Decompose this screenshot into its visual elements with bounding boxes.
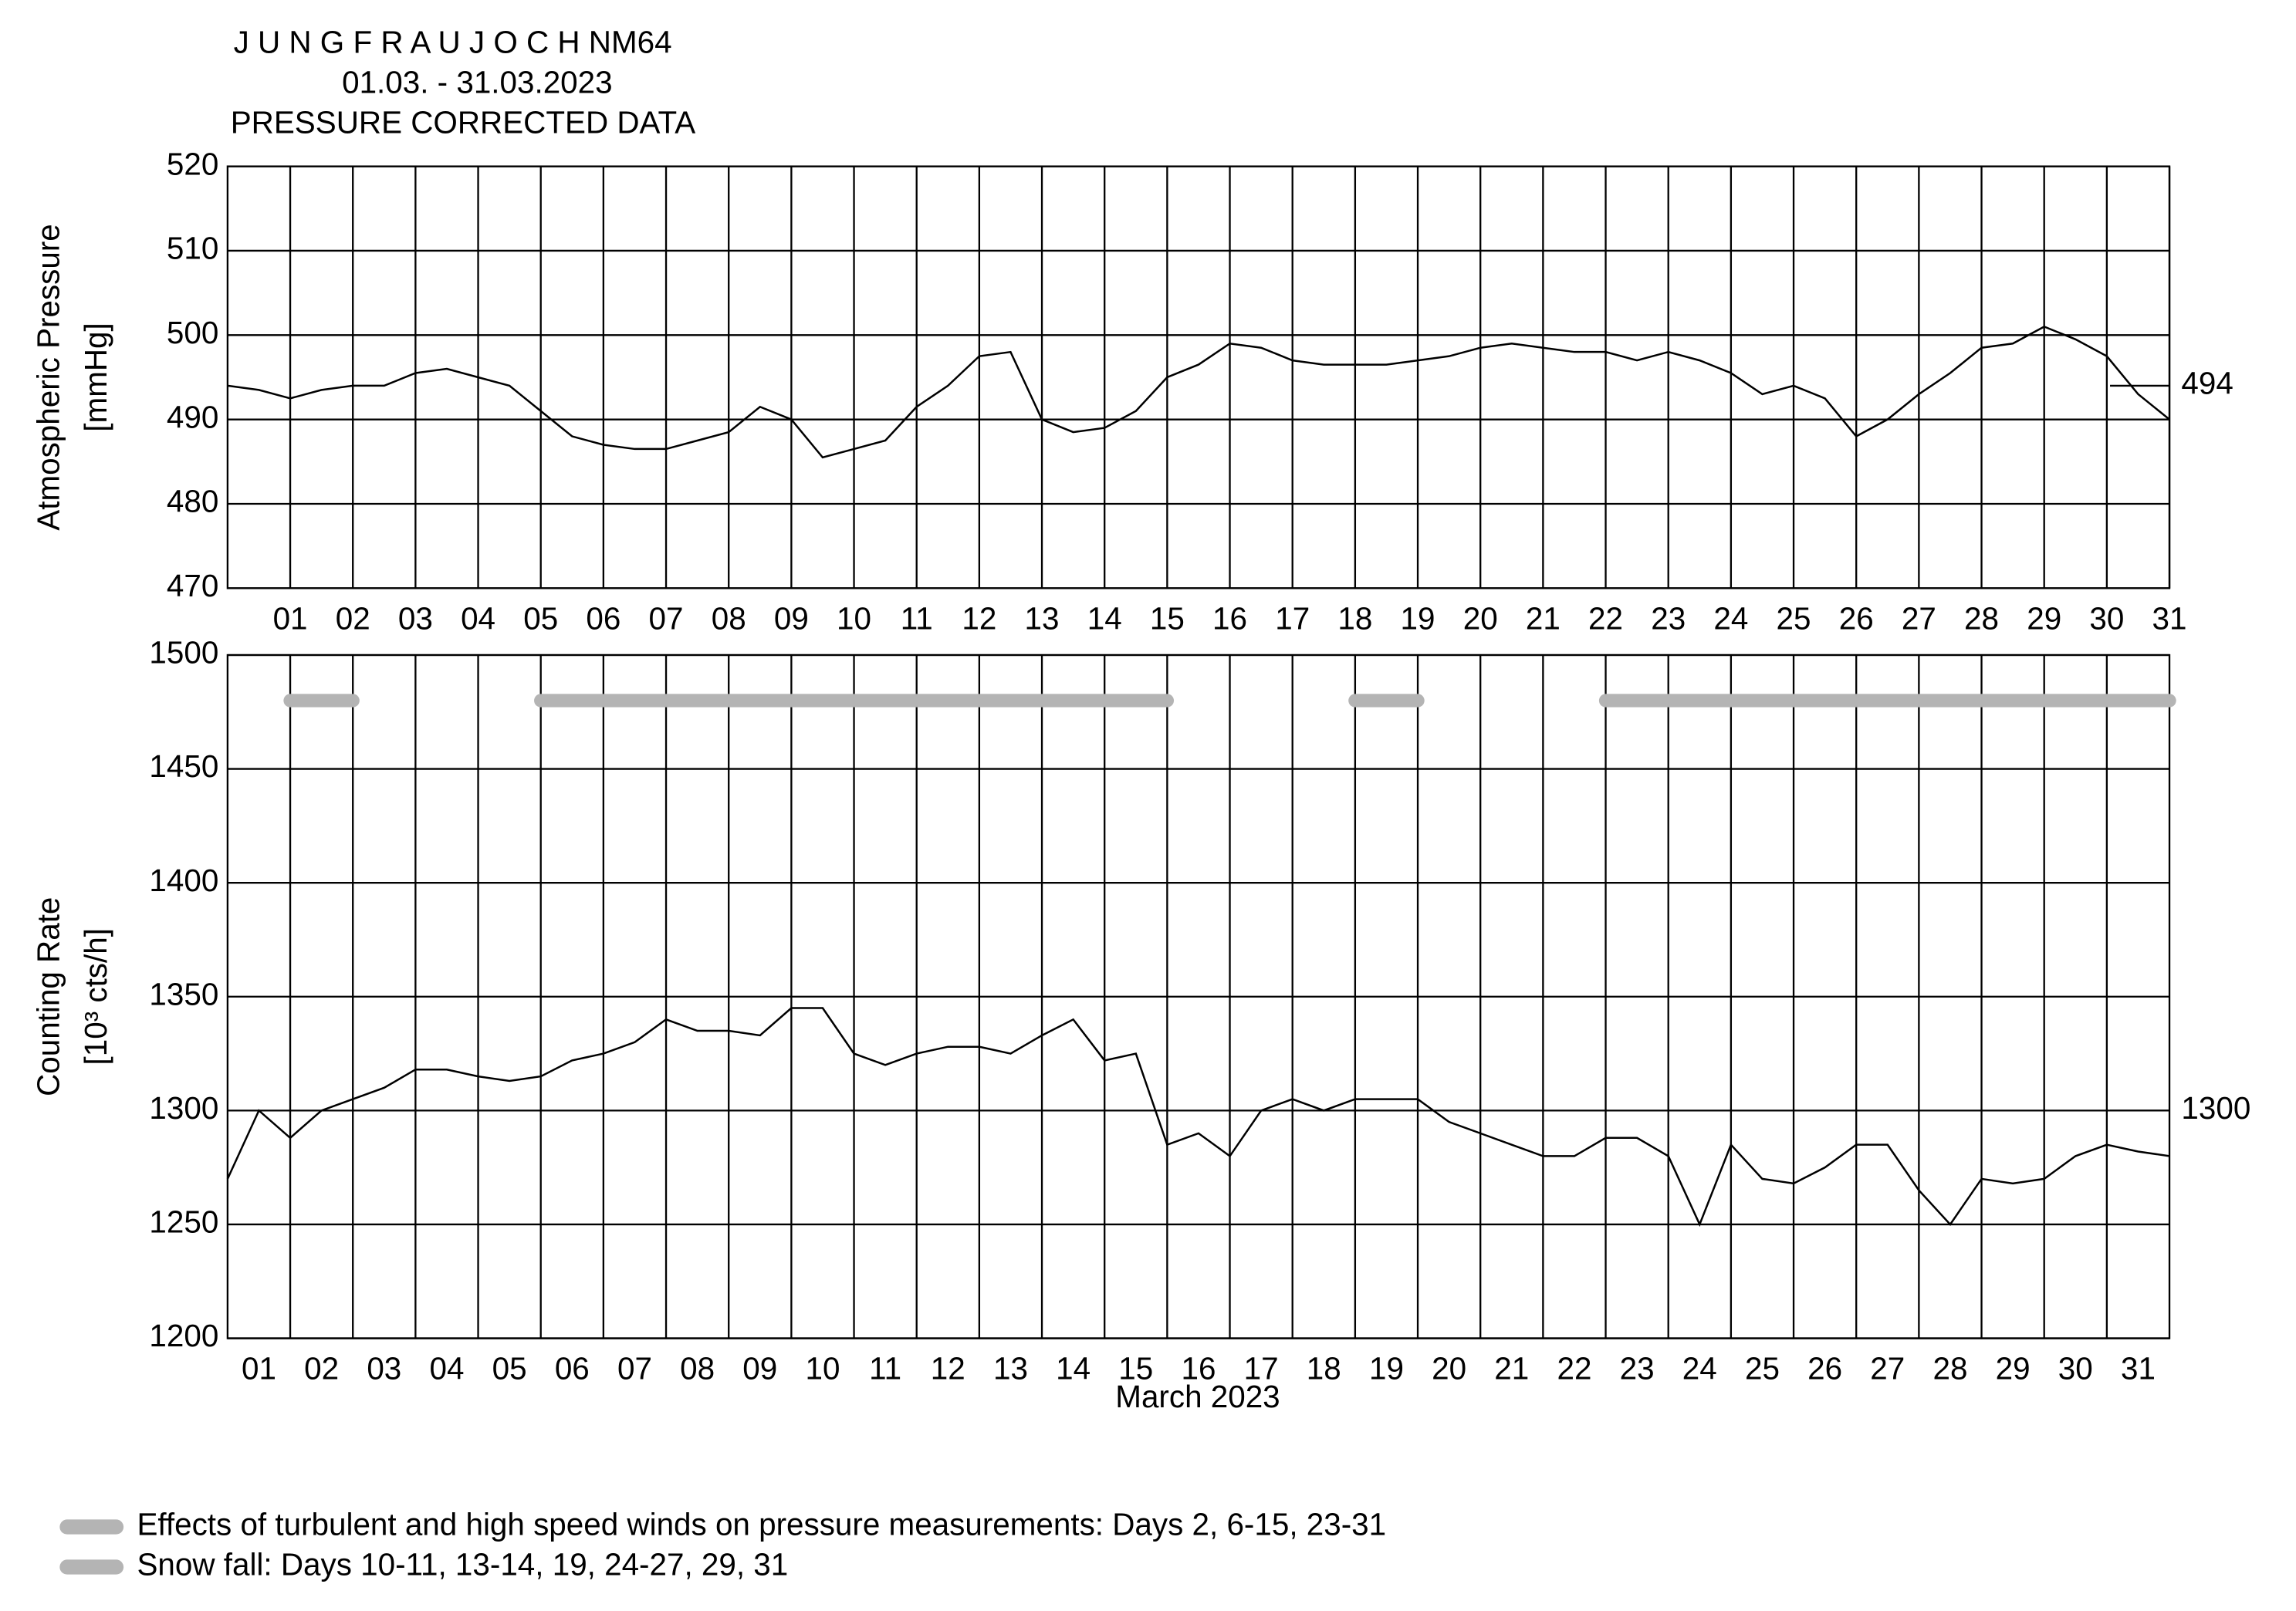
x-tick-label: 05 xyxy=(492,1351,527,1386)
x-tick-label: 14 xyxy=(1087,600,1122,636)
x-tick-label: 15 xyxy=(1118,1351,1153,1386)
x-tick-label: 17 xyxy=(1275,600,1310,636)
x-tick-label: 29 xyxy=(2027,600,2061,636)
x-tick-label: 01 xyxy=(273,600,308,636)
x-tick-label: 03 xyxy=(367,1351,401,1386)
x-tick-label: 24 xyxy=(1713,600,1748,636)
x-tick-label: 09 xyxy=(742,1351,777,1386)
x-tick-label: 02 xyxy=(336,600,370,636)
x-tick-label: 06 xyxy=(586,600,620,636)
y-tick-label: 1500 xyxy=(149,635,218,670)
x-tick-label: 28 xyxy=(1964,600,1999,636)
x-tick-label: 07 xyxy=(649,600,684,636)
y-tick-label: 1450 xyxy=(149,748,218,784)
y-tick-label: 1400 xyxy=(149,863,218,898)
x-tick-label: 07 xyxy=(617,1351,652,1386)
legend-label: Snow fall: Days 10-11, 13-14, 19, 24-27,… xyxy=(137,1547,788,1582)
x-tick-label: 31 xyxy=(2121,1351,2156,1386)
x-tick-label: 18 xyxy=(1307,1351,1341,1386)
x-tick-label: 24 xyxy=(1682,1351,1717,1386)
x-tick-label: 21 xyxy=(1494,1351,1529,1386)
x-tick-label: 19 xyxy=(1401,600,1435,636)
data-line xyxy=(226,1007,2170,1228)
y-tick-label: 1250 xyxy=(149,1204,218,1240)
x-tick-label: 23 xyxy=(1651,600,1686,636)
x-tick-label: 29 xyxy=(1996,1351,2031,1386)
x-tick-label: 08 xyxy=(712,600,746,636)
x-tick-label: 28 xyxy=(1932,1351,1967,1386)
y-tick-label: 1200 xyxy=(149,1318,218,1353)
x-tick-label: 30 xyxy=(2058,1351,2093,1386)
legend-label: Effects of turbulent and high speed wind… xyxy=(137,1507,1386,1542)
x-tick-label: 11 xyxy=(869,1351,901,1386)
x-tick-label: 01 xyxy=(242,1351,276,1386)
y-axis-label: [mmHg] xyxy=(78,323,113,431)
y-tick-label: 510 xyxy=(167,231,218,266)
title: J U N G F R A U J O C H NM64 xyxy=(234,24,672,59)
x-tick-label: 16 xyxy=(1212,600,1247,636)
x-tick-label: 05 xyxy=(523,600,558,636)
x-tick-label: 27 xyxy=(1902,600,1936,636)
x-tick-label: 12 xyxy=(931,1351,965,1386)
x-tick-label: 21 xyxy=(1526,600,1561,636)
reference-label: 1300 xyxy=(2181,1090,2250,1126)
x-tick-label: 13 xyxy=(993,1351,1028,1386)
x-tick-label: 23 xyxy=(1620,1351,1655,1386)
y-tick-label: 490 xyxy=(167,399,218,434)
y-axis-label: Atmospheric Pressure xyxy=(30,224,66,530)
y-axis-label: Counting Rate xyxy=(30,897,66,1096)
y-tick-label: 1350 xyxy=(149,976,218,1012)
plot-frame xyxy=(226,654,2171,1339)
x-tick-label: 16 xyxy=(1181,1351,1216,1386)
x-tick-label: 09 xyxy=(774,600,809,636)
x-tick-label: 22 xyxy=(1588,600,1623,636)
x-tick-label: 06 xyxy=(555,1351,590,1386)
x-tick-label: 22 xyxy=(1557,1351,1591,1386)
x-tick-label: 04 xyxy=(461,600,495,636)
x-tick-label: 04 xyxy=(429,1351,464,1386)
data-line xyxy=(227,325,2170,459)
y-tick-label: 520 xyxy=(167,146,218,181)
x-tick-label: 31 xyxy=(2152,600,2187,636)
x-tick-label: 17 xyxy=(1244,1351,1279,1386)
x-tick-label: 25 xyxy=(1777,600,1811,636)
x-tick-label: 03 xyxy=(398,600,433,636)
reference-label: 494 xyxy=(2181,366,2233,401)
y-axis-label: [10³ cts/h] xyxy=(78,928,113,1065)
y-tick-label: 480 xyxy=(167,484,218,519)
plot-frame xyxy=(226,165,2171,589)
subtitle: PRESSURE CORRECTED DATA xyxy=(231,104,695,140)
x-tick-label: 10 xyxy=(805,1351,840,1386)
x-tick-label: 15 xyxy=(1150,600,1185,636)
x-tick-label: 19 xyxy=(1369,1351,1404,1386)
y-tick-label: 470 xyxy=(167,568,218,603)
x-tick-label: 02 xyxy=(304,1351,339,1386)
x-tick-label: 20 xyxy=(1432,1351,1466,1386)
x-tick-label: 26 xyxy=(1839,600,1874,636)
x-tick-label: 13 xyxy=(1025,600,1060,636)
x-tick-label: 18 xyxy=(1337,600,1372,636)
x-tick-label: 26 xyxy=(1807,1351,1842,1386)
x-tick-label: 30 xyxy=(2089,600,2124,636)
x-tick-label: 08 xyxy=(680,1351,715,1386)
x-tick-label: 12 xyxy=(962,600,996,636)
y-tick-label: 1300 xyxy=(149,1090,218,1126)
x-tick-label: 25 xyxy=(1745,1351,1780,1386)
x-tick-label: 11 xyxy=(901,600,933,636)
x-tick-label: 20 xyxy=(1463,600,1498,636)
x-tick-label: 27 xyxy=(1870,1351,1905,1386)
x-tick-label: 10 xyxy=(837,600,871,636)
x-tick-label: 14 xyxy=(1056,1351,1091,1386)
x-axis-label: March 2023 xyxy=(1115,1379,1280,1414)
subtitle: 01.03. - 31.03.2023 xyxy=(342,64,612,100)
y-tick-label: 500 xyxy=(167,315,218,350)
